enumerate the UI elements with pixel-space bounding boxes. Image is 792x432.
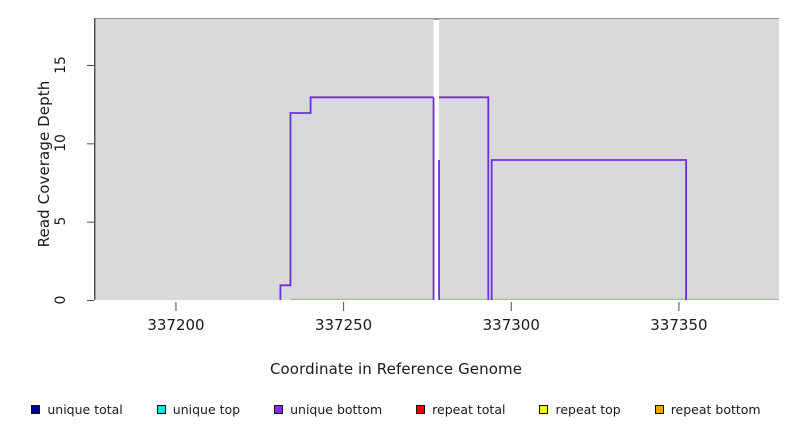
plot-panel <box>95 18 779 300</box>
legend-label: repeat top <box>555 401 621 417</box>
y-tick-label: 15 <box>53 55 69 74</box>
legend-label: unique total <box>47 401 123 417</box>
y-tick-label: 0 <box>53 295 69 304</box>
legend-item[interactable]: repeat top <box>539 401 621 417</box>
legend-label: repeat bottom <box>670 401 761 417</box>
series-line-unique-bottom <box>279 96 688 300</box>
legend-label: repeat total <box>432 401 506 417</box>
x-tick-label: 337300 <box>482 316 540 334</box>
data-gap-column <box>433 19 440 300</box>
legend-item[interactable]: unique top <box>156 401 241 417</box>
legend-swatch-icon <box>654 404 664 414</box>
legend: unique total unique top unique bottom repea… <box>0 398 792 420</box>
y-tick-label: 5 <box>53 216 69 226</box>
legend-swatch-icon <box>31 404 41 414</box>
x-axis-title: Coordinate in Reference Genome <box>269 360 523 378</box>
legend-item[interactable]: unique bottom <box>274 402 382 417</box>
legend-label: unique bottom <box>290 401 383 417</box>
legend-item[interactable]: repeat total <box>416 402 505 417</box>
legend-swatch-icon <box>156 404 166 414</box>
x-tick-label: 337350 <box>650 316 708 334</box>
legend-swatch-icon <box>274 404 284 414</box>
x-tick-label: 337250 <box>314 316 373 334</box>
legend-swatch-icon <box>416 404 426 414</box>
legend-swatch-icon <box>539 404 549 414</box>
x-tick-label: 337200 <box>147 316 205 334</box>
y-axis-title: Read Coverage Depth <box>35 80 53 248</box>
legend-item[interactable]: unique total <box>31 401 123 417</box>
legend-item[interactable]: repeat bottom <box>654 401 761 417</box>
legend-label: unique top <box>172 401 241 417</box>
y-tick-label: 10 <box>53 133 69 152</box>
plot-canvas <box>279 19 779 300</box>
